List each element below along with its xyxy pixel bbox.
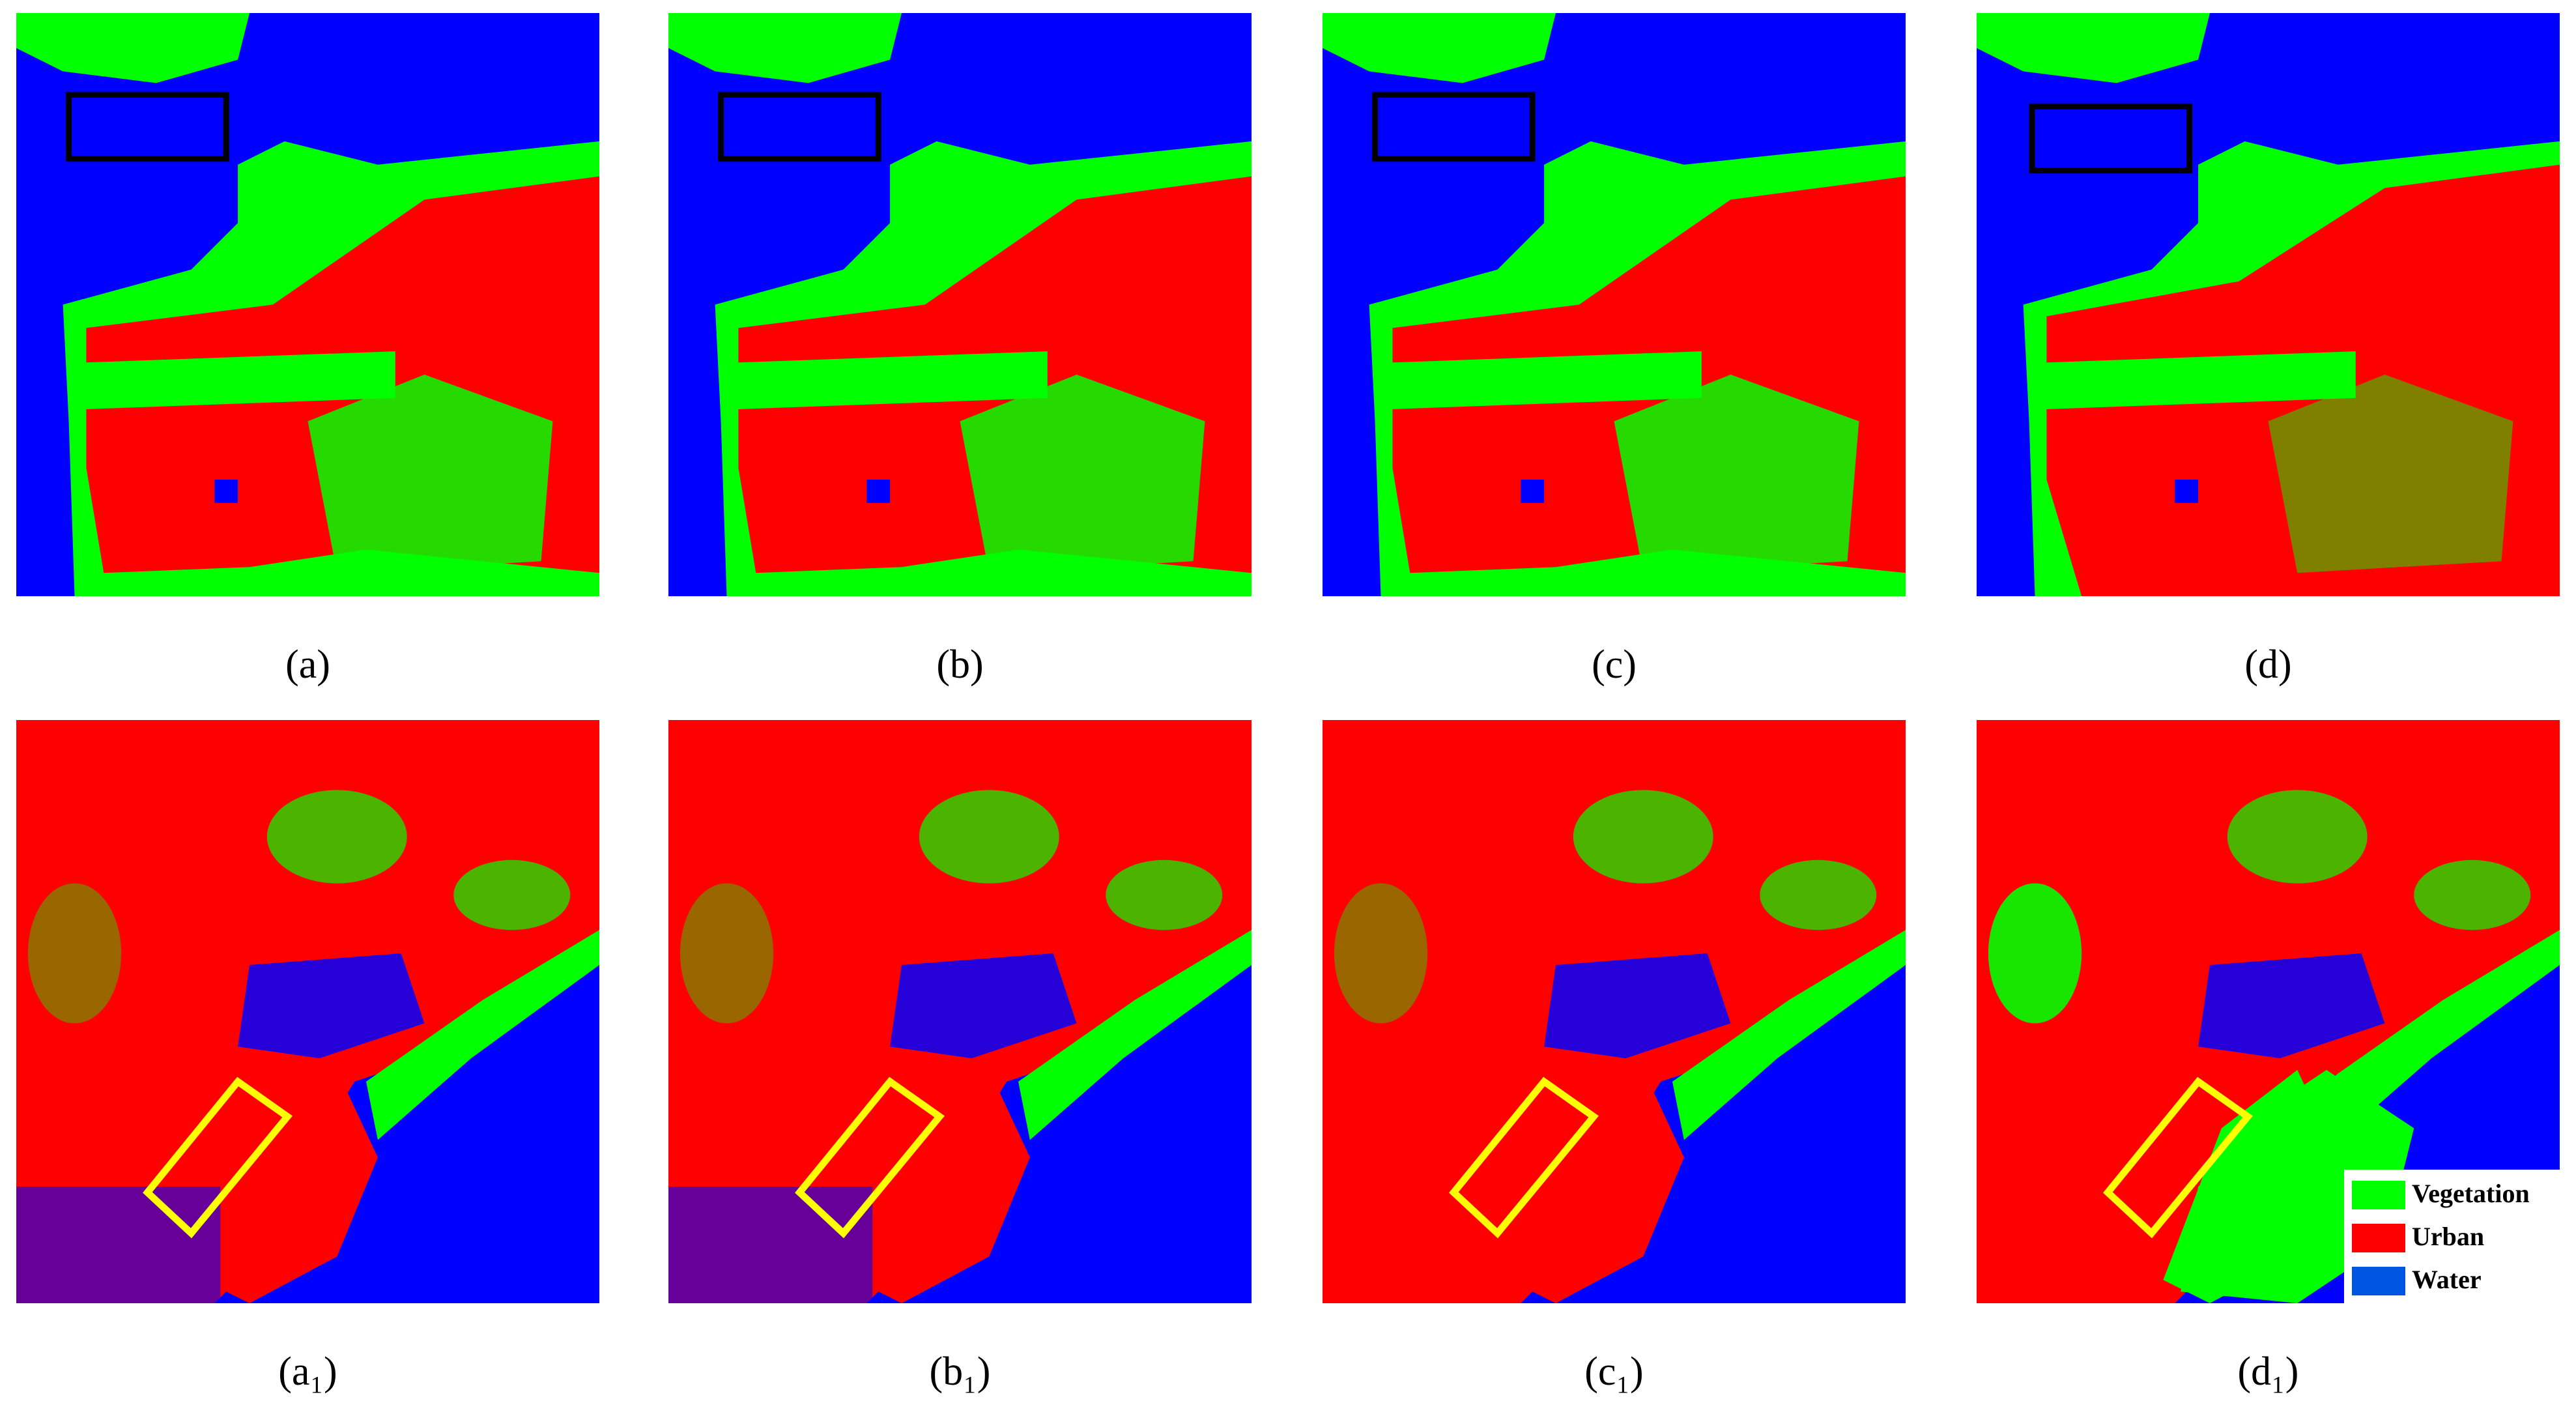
panel-label: (c₁)	[1584, 1349, 1643, 1394]
map-panel	[668, 720, 1252, 1303]
water	[1544, 953, 1731, 1059]
legend-label: Urban	[2412, 1222, 2484, 1251]
vegetation	[1509, 1070, 1684, 1303]
vegetation	[2268, 374, 2513, 573]
vegetation	[1106, 859, 1223, 931]
vegetation	[1334, 883, 1428, 1024]
highlight-box	[795, 1076, 945, 1239]
legend-swatch	[2352, 1224, 2405, 1252]
water	[2175, 480, 2199, 503]
highlight-box	[2103, 1076, 2254, 1239]
panel-label: (c)	[1592, 642, 1637, 687]
vegetation	[1381, 351, 1702, 410]
vegetation	[27, 883, 122, 1024]
legend-label: Vegetation	[2412, 1179, 2530, 1208]
water	[866, 480, 891, 503]
vegetation	[203, 1070, 378, 1303]
legend-swatch	[2352, 1181, 2405, 1209]
water	[214, 480, 238, 503]
legend-label: Water	[2412, 1265, 2482, 1294]
vegetation	[1573, 790, 1713, 884]
map-panel	[668, 13, 1252, 596]
highlight-box	[1449, 1076, 1599, 1239]
highlight-box	[718, 91, 881, 162]
panel-label: (d)	[2244, 642, 2291, 687]
vegetation	[855, 1070, 1030, 1303]
highlight-box	[2029, 103, 2193, 174]
map-panel	[1977, 13, 2560, 596]
noise-water	[16, 1187, 221, 1303]
water	[238, 953, 425, 1059]
map-panel	[1977, 720, 2560, 1303]
vegetation	[680, 883, 774, 1024]
panel-label: (d₁)	[2238, 1349, 2299, 1394]
vegetation	[453, 859, 571, 931]
vegetation	[1988, 883, 2082, 1024]
legend-swatch	[2352, 1267, 2405, 1295]
vegetation	[1977, 13, 2210, 83]
vegetation	[366, 930, 599, 1140]
noise-water	[668, 1187, 873, 1303]
highlight-box	[66, 91, 229, 162]
vegetation	[1672, 930, 1906, 1140]
water	[890, 953, 1077, 1059]
panel-label: (a₁)	[278, 1349, 337, 1394]
vegetation	[2326, 930, 2560, 1140]
map-panel	[1323, 13, 1906, 596]
water	[2198, 953, 2385, 1059]
vegetation	[960, 374, 1205, 573]
panel-label: (b₁)	[930, 1349, 991, 1394]
vegetation	[74, 351, 395, 410]
vegetation	[266, 790, 407, 884]
vegetation	[919, 790, 1059, 884]
panel-label: (a)	[285, 642, 330, 687]
vegetation	[1614, 374, 1859, 573]
map-panel	[16, 13, 600, 596]
vegetation	[16, 13, 250, 83]
map-panel	[16, 720, 599, 1303]
highlight-box	[143, 1076, 293, 1239]
panel-label: (b)	[936, 642, 983, 687]
water	[1521, 480, 1545, 503]
vegetation	[2035, 351, 2356, 410]
vegetation	[668, 13, 902, 83]
vegetation	[1760, 859, 1877, 931]
vegetation	[1323, 13, 1556, 83]
vegetation	[726, 351, 1048, 410]
map-panel	[1323, 720, 1906, 1303]
highlight-box	[1372, 91, 1536, 162]
vegetation	[2227, 790, 2368, 884]
vegetation	[308, 374, 553, 573]
vegetation	[1018, 930, 1252, 1140]
legend: Vegetation Urban Water	[2344, 1170, 2563, 1306]
vegetation	[2414, 859, 2531, 931]
